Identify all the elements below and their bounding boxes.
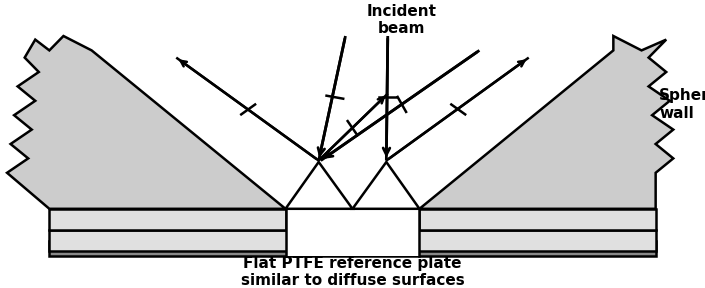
Polygon shape (7, 36, 286, 209)
Text: Flat PTFE reference plate
similar to diffuse surfaces: Flat PTFE reference plate similar to dif… (240, 256, 465, 288)
Polygon shape (286, 162, 352, 209)
Text: Incident
beam: Incident beam (367, 4, 437, 36)
Bar (419, 209, 656, 230)
Polygon shape (352, 162, 419, 209)
Bar (49, 241, 656, 256)
Bar (49, 230, 656, 251)
Bar (49, 209, 286, 230)
Polygon shape (419, 36, 673, 209)
Text: Sphere
wall: Sphere wall (659, 88, 705, 121)
Bar (286, 209, 419, 256)
